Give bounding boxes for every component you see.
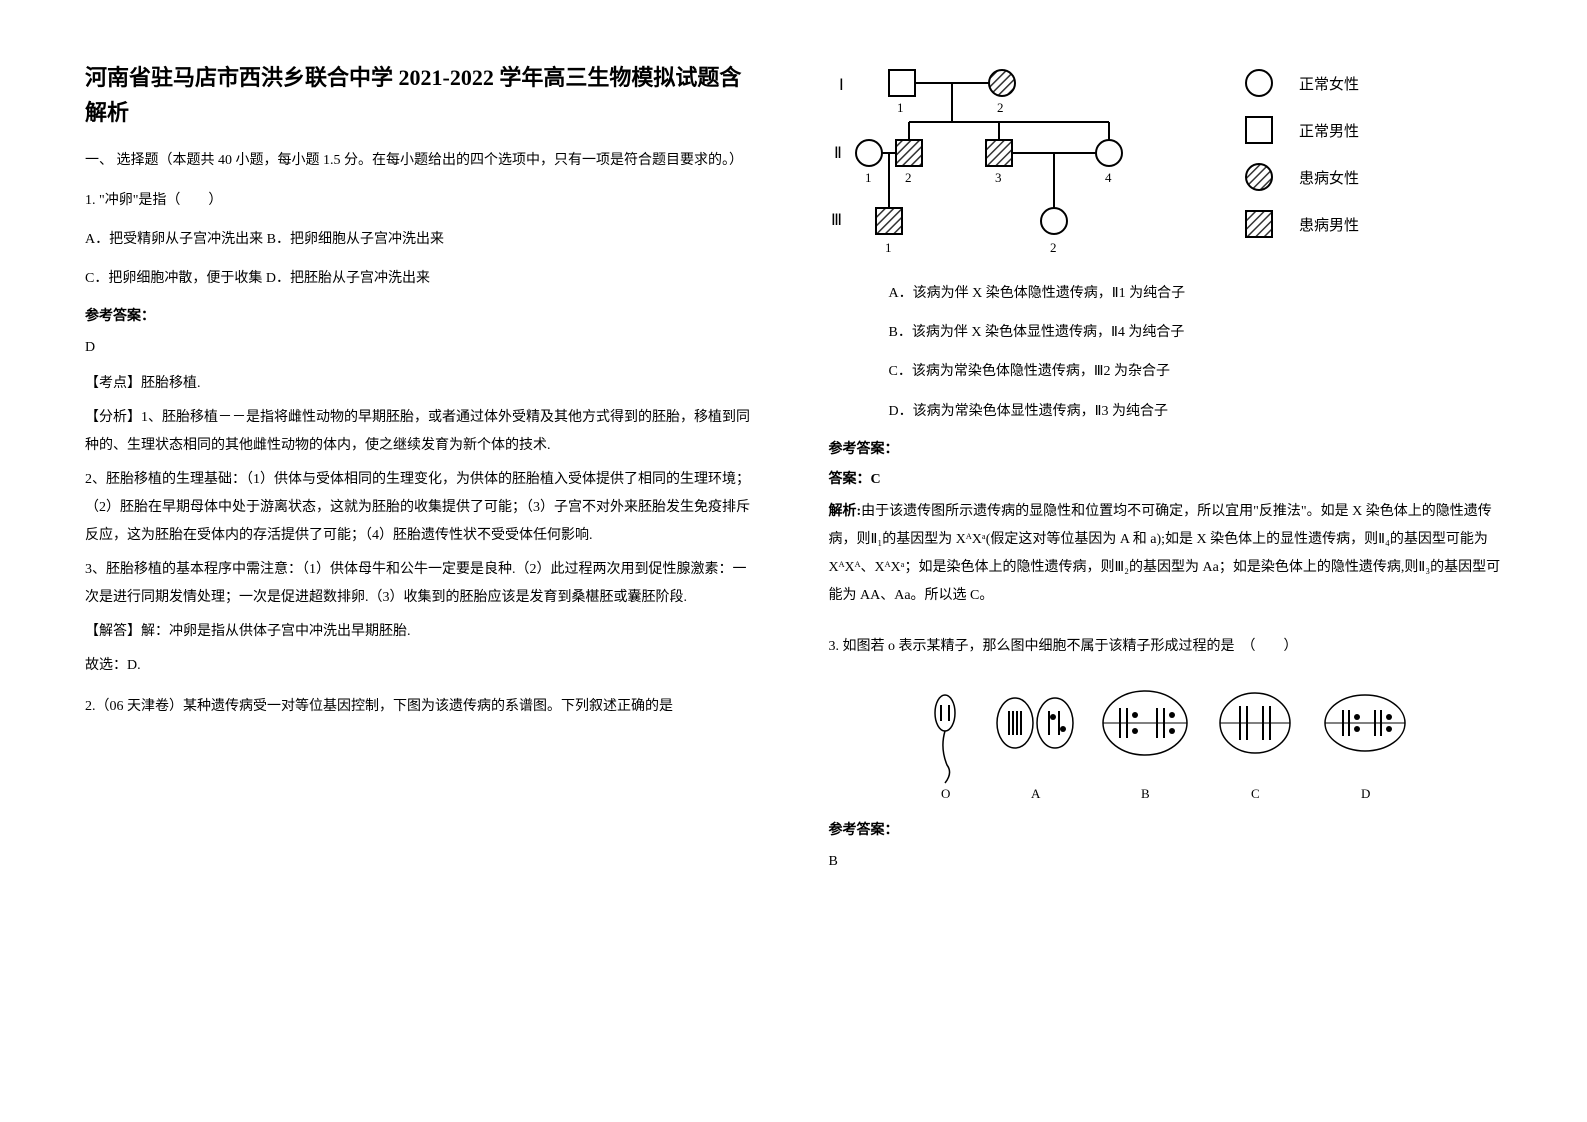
q2-explain-body: 由于该遗传图所示遗传病的显隐性和位置均不可确定，所以宜用"反推法"。如是 X 染…: [829, 504, 1501, 603]
legend-am-icon: [1246, 211, 1272, 237]
q1-option-cd: C．把卵细胞冲散，便于收集 D．把胚胎从子宫冲洗出来: [85, 266, 759, 291]
document-title: 河南省驻马店市西洪乡联合中学 2021-2022 学年高三生物模拟试题含解析: [85, 60, 759, 130]
q2-option-c: C．该病为常染色体隐性遗传病，Ⅲ2 为杂合子: [889, 359, 1503, 384]
label-a: A: [1031, 786, 1041, 801]
gen-2-label: Ⅱ: [834, 145, 842, 162]
q1-answer: D: [85, 335, 759, 360]
label-d: D: [1361, 786, 1370, 801]
ii-num-2: 2: [905, 170, 912, 185]
q2-option-d: D．该病为常染色体显性遗传病，Ⅱ3 为纯合子: [889, 399, 1503, 424]
q1-solution: 【解答】解：冲卵是指从供体子宫中冲洗出早期胚胎.: [85, 618, 759, 646]
iii-2-circle: [1041, 208, 1067, 234]
q2-answer-label: 参考答案：: [829, 438, 1503, 458]
q1-therefore: 故选：D.: [85, 652, 759, 680]
q1-stem: 1. "冲卵"是指（ ）: [85, 188, 759, 213]
ii-num-1: 1: [865, 170, 872, 185]
cell-b: [1103, 691, 1187, 755]
q2-option-b: B．该病为伴 X 染色体显性遗传病，Ⅱ4 为纯合子: [889, 320, 1503, 345]
q2-explain-prefix: 解析:: [829, 504, 862, 519]
q1-answer-label: 参考答案：: [85, 305, 759, 325]
iii-1-square: [876, 208, 902, 234]
right-column: Ⅰ 1 2 Ⅱ 1 2 3 4 Ⅲ 1 2 正常女性 正常男性: [794, 60, 1538, 1062]
q2-explanation: 解析:由于该遗传图所示遗传病的显隐性和位置均不可确定，所以宜用"反推法"。如是 …: [829, 498, 1503, 610]
legend-nf: 正常女性: [1299, 75, 1359, 93]
iii-num-1: 1: [885, 240, 892, 255]
section-heading: 一、 选择题（本题共 40 小题，每小题 1.5 分。在每小题给出的四个选项中，…: [85, 148, 759, 173]
q3-stem: 3. 如图若 o 表示某精子，那么图中细胞不属于该精子形成过程的是 （ ）: [829, 634, 1503, 659]
q1-analysis-3: 3、胚胎移植的基本程序中需注意：（1）供体母牛和公牛一定要是良种.（2）此过程两…: [85, 556, 759, 612]
legend-af-icon: [1246, 164, 1272, 190]
legend-am: 患病男性: [1299, 217, 1359, 234]
ii-3-square: [986, 140, 1012, 166]
legend-nf-icon: [1246, 70, 1272, 96]
left-column: 河南省驻马店市西洪乡联合中学 2021-2022 学年高三生物模拟试题含解析 一…: [50, 60, 794, 1062]
gen-3-label: Ⅲ: [831, 212, 842, 229]
q1-analysis-1: 【分析】1、胚胎移植－－是指将雌性动物的早期胚胎，或者通过体外受精及其他方式得到…: [85, 404, 759, 460]
q3-answer: B: [829, 849, 1503, 874]
ii-num-3: 3: [995, 170, 1002, 185]
pedigree-diagram: Ⅰ 1 2 Ⅱ 1 2 3 4 Ⅲ 1 2 正常女性 正常男性: [829, 60, 1489, 260]
q2-option-a: A．该病为伴 X 染色体隐性遗传病，Ⅱ1 为纯合子: [889, 281, 1503, 306]
ii-2-square: [896, 140, 922, 166]
cell-o: [935, 695, 955, 783]
sperm-cells-diagram: O A B: [905, 673, 1425, 803]
i-1-square: [889, 70, 915, 96]
iii-num-2: 2: [1050, 240, 1057, 255]
cell-a: [997, 698, 1073, 748]
ii-4-circle: [1096, 140, 1122, 166]
q2-stem: 2.（06 天津卷）某种遗传病受一对等位基因控制，下图为该遗传病的系谱图。下列叙…: [85, 694, 759, 719]
i-num-1: 1: [897, 100, 904, 115]
q1-option-ab: A．把受精卵从子宫冲洗出来 B．把卵细胞从子宫冲洗出来: [85, 227, 759, 252]
legend-af: 患病女性: [1299, 169, 1359, 187]
gen-1-label: Ⅰ: [839, 77, 844, 94]
ii-1-circle: [856, 140, 882, 166]
i-2-circle: [989, 70, 1015, 96]
q3-answer-label: 参考答案：: [829, 819, 1503, 839]
label-c: C: [1251, 786, 1260, 801]
label-b: B: [1141, 786, 1150, 801]
cell-c: [1220, 693, 1290, 753]
legend-nm: 正常男性: [1299, 123, 1359, 140]
legend-nm-icon: [1246, 117, 1272, 143]
q1-analysis-2: 2、胚胎移植的生理基础：（1）供体与受体相同的生理变化，为供体的胚胎植入受体提供…: [85, 466, 759, 550]
q2-answer: 答案：C: [829, 468, 1503, 488]
ii-num-4: 4: [1105, 170, 1112, 185]
label-o: O: [941, 786, 950, 801]
cell-d: [1325, 695, 1405, 751]
q1-keypoint: 【考点】胚胎移植.: [85, 370, 759, 398]
i-num-2: 2: [997, 100, 1004, 115]
